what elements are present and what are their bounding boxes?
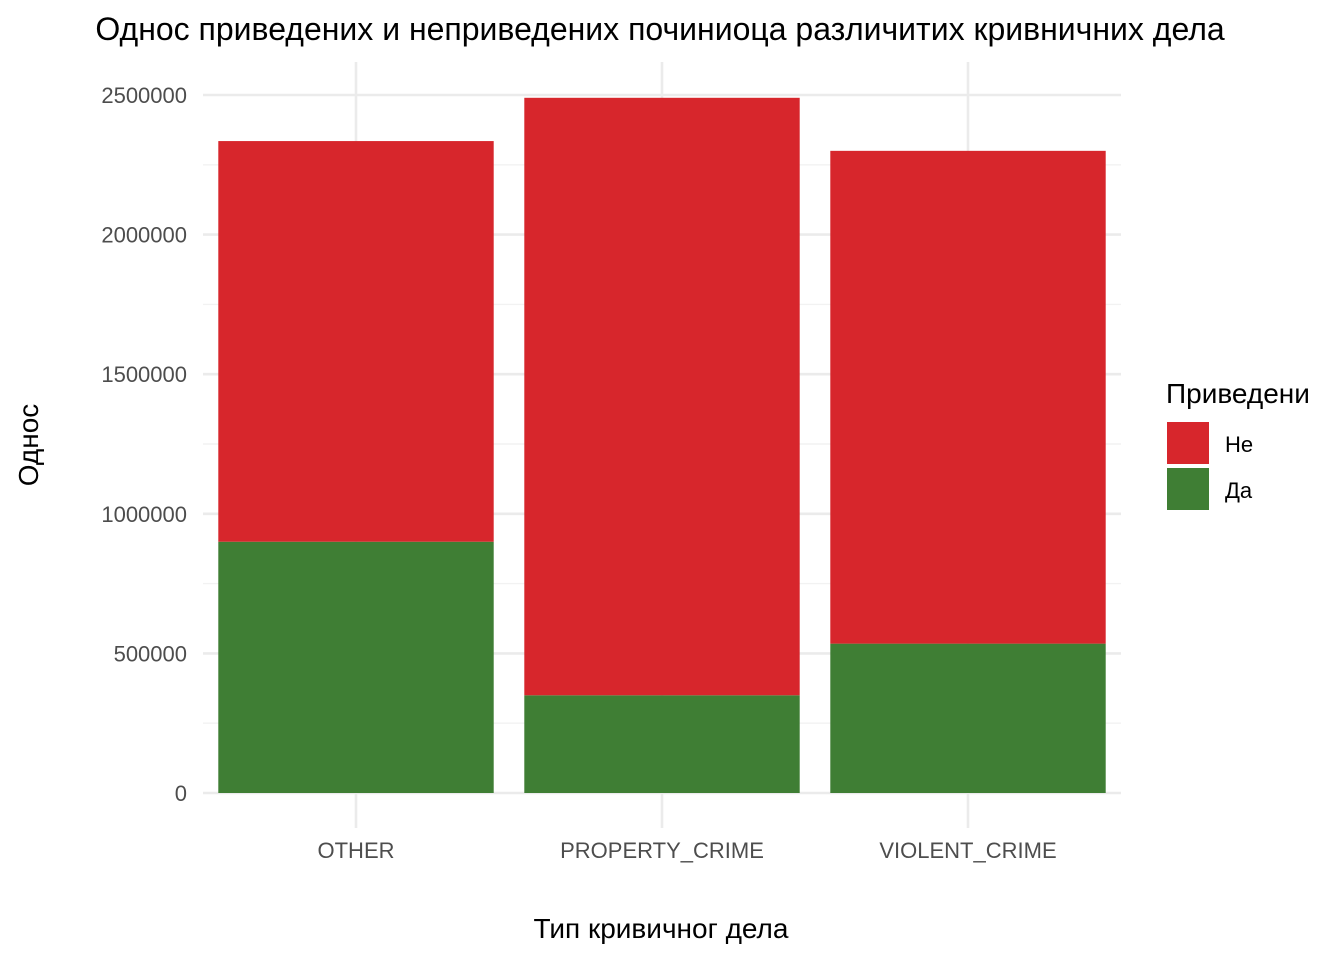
bar-other-da [218,541,494,793]
chart-title: Однос приведених и неприведених починиоц… [95,11,1225,47]
x-axis-label: Тип кривичног дела [534,913,789,944]
y-tick-label: 500000 [114,641,187,666]
bar-property-crime-ne [524,97,800,696]
y-tick-label: 2000000 [101,223,187,248]
legend: Приведени Не Да [1166,378,1310,510]
x-tick-label: VIOLENT_CRIME [879,838,1056,863]
x-tick-label: PROPERTY_CRIME [560,838,764,863]
y-tick-label: 2500000 [101,83,187,108]
x-axis: OTHER PROPERTY_CRIME VIOLENT_CRIME [318,838,1057,863]
bar-other-ne [218,141,494,542]
y-tick-label: 0 [175,781,187,806]
x-tick-label: OTHER [318,838,395,863]
y-axis: 0 500000 1000000 1500000 2000000 2500000 [101,83,187,806]
legend-title: Приведени [1166,378,1310,409]
bar-violent-crime-ne [830,150,1106,644]
bar-violent-crime-da [830,643,1106,793]
y-tick-label: 1500000 [101,362,187,387]
y-axis-label: Однос [13,404,44,487]
bar-property-crime-da [524,695,800,793]
legend-label: Не [1225,432,1253,457]
legend-key [1167,422,1209,464]
y-tick-label: 1000000 [101,502,187,527]
legend-label: Да [1225,478,1253,503]
legend-key [1167,468,1209,510]
bars [218,97,1106,793]
